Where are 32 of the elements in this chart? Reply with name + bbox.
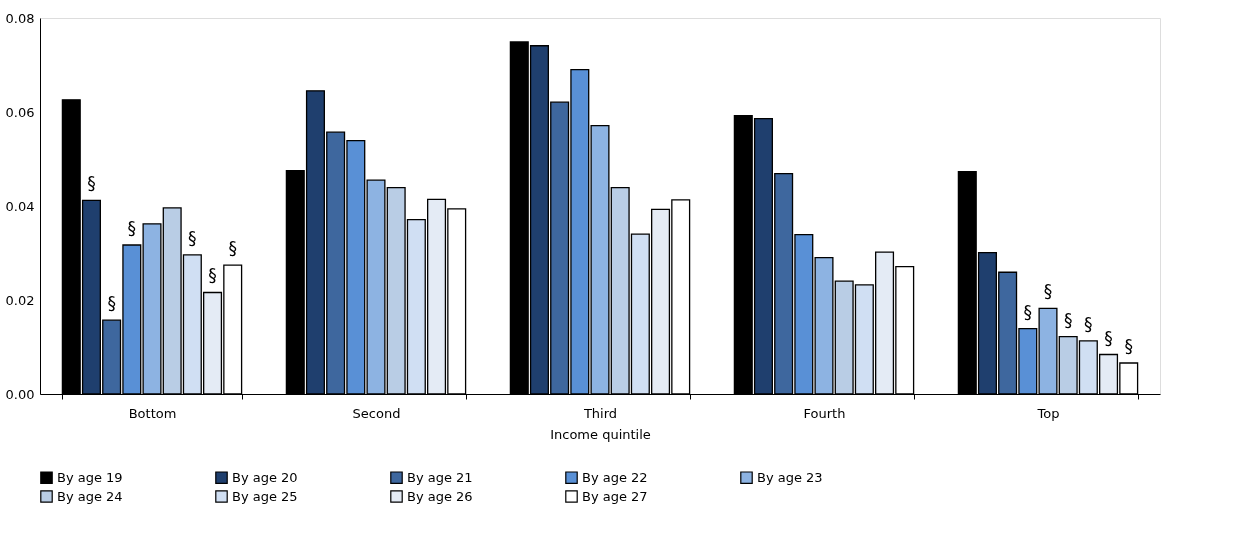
y-tick-label: 0.02 [5,292,35,308]
data-label: § [1124,335,1133,356]
data-label: § [107,293,116,314]
data-label: § [87,173,96,194]
x-tick-label: Top [1036,405,1060,421]
legend-label: By age 21 [407,469,473,485]
y-tick-label: 0.00 [5,386,35,402]
data-label: § [208,265,217,286]
legend-label: By age 22 [582,469,648,485]
legend-label: By age 23 [757,469,823,485]
legend-label: By age 26 [407,488,473,504]
data-label: § [1084,313,1093,334]
x-tick-label: Third [582,405,618,421]
x-tick-label: Bottom [128,405,177,421]
legend-label: By age 25 [232,488,298,504]
y-tick-label: 0.06 [5,104,35,120]
data-label: § [1023,301,1033,322]
data-label: § [188,227,197,248]
x-axis-title: Income quintile [550,426,651,442]
x-tick-label: Fourth [803,405,846,421]
data-label: § [1043,281,1053,302]
legend-label: By age 24 [57,488,123,504]
y-tick-label: 0.08 [5,10,35,26]
legend-label: By age 20 [232,469,298,485]
legend-label: By age 19 [57,469,123,485]
y-tick-label: 0.04 [5,198,35,214]
data-label: § [228,238,237,259]
data-label: § [1104,327,1113,348]
data-label: § [127,218,137,239]
x-tick-label: Second [352,405,401,421]
legend-label: By age 27 [582,488,648,504]
data-label: § [1063,309,1073,330]
